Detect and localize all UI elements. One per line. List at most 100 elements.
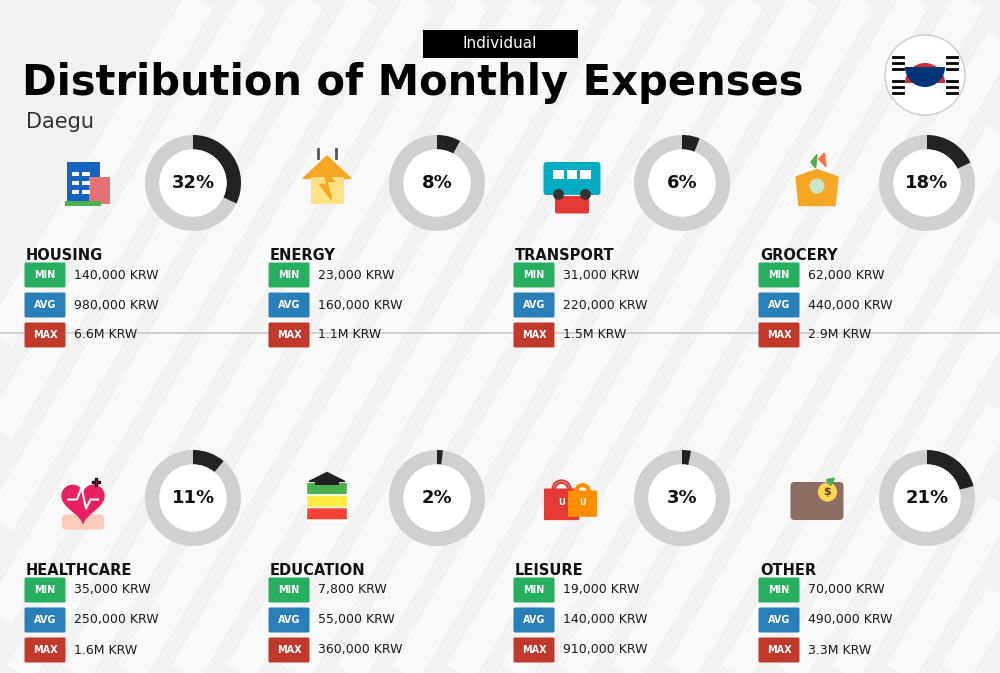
- Text: 35,000 KRW: 35,000 KRW: [74, 583, 151, 596]
- Text: 6.6M KRW: 6.6M KRW: [74, 328, 137, 341]
- Text: MIN: MIN: [278, 270, 300, 280]
- FancyBboxPatch shape: [759, 322, 800, 347]
- FancyBboxPatch shape: [268, 577, 310, 602]
- Text: 32%: 32%: [171, 174, 215, 192]
- FancyBboxPatch shape: [759, 293, 800, 318]
- Text: MIN: MIN: [34, 270, 56, 280]
- FancyBboxPatch shape: [24, 293, 66, 318]
- FancyBboxPatch shape: [544, 489, 579, 520]
- FancyBboxPatch shape: [66, 162, 100, 204]
- FancyBboxPatch shape: [567, 170, 577, 178]
- FancyBboxPatch shape: [24, 262, 66, 287]
- Text: AVG: AVG: [523, 615, 545, 625]
- Circle shape: [648, 464, 716, 532]
- Text: 360,000 KRW: 360,000 KRW: [318, 643, 402, 656]
- Text: GROCERY: GROCERY: [760, 248, 838, 263]
- Text: MIN: MIN: [34, 585, 56, 595]
- FancyBboxPatch shape: [555, 196, 589, 213]
- FancyBboxPatch shape: [514, 637, 554, 662]
- Text: 140,000 KRW: 140,000 KRW: [74, 269, 158, 281]
- Text: 2%: 2%: [422, 489, 452, 507]
- Text: MIN: MIN: [523, 270, 545, 280]
- Text: 8%: 8%: [422, 174, 452, 192]
- Wedge shape: [634, 135, 730, 231]
- FancyBboxPatch shape: [72, 190, 79, 194]
- Text: LEISURE: LEISURE: [515, 563, 584, 578]
- Text: U: U: [579, 498, 586, 507]
- Polygon shape: [62, 485, 104, 524]
- FancyBboxPatch shape: [24, 608, 66, 633]
- FancyBboxPatch shape: [82, 180, 90, 185]
- FancyBboxPatch shape: [759, 262, 800, 287]
- FancyBboxPatch shape: [553, 170, 564, 178]
- FancyBboxPatch shape: [580, 170, 591, 178]
- Text: AVG: AVG: [34, 300, 56, 310]
- FancyBboxPatch shape: [89, 177, 110, 204]
- Text: AVG: AVG: [34, 615, 56, 625]
- FancyBboxPatch shape: [95, 478, 97, 486]
- Text: MIN: MIN: [768, 270, 790, 280]
- Text: OTHER: OTHER: [760, 563, 816, 578]
- Text: 31,000 KRW: 31,000 KRW: [563, 269, 640, 281]
- Circle shape: [580, 189, 591, 200]
- FancyBboxPatch shape: [759, 577, 800, 602]
- FancyBboxPatch shape: [306, 495, 348, 507]
- FancyBboxPatch shape: [72, 180, 79, 185]
- Polygon shape: [811, 155, 817, 168]
- Text: MIN: MIN: [768, 585, 790, 595]
- FancyBboxPatch shape: [82, 190, 90, 194]
- Polygon shape: [320, 168, 334, 199]
- Circle shape: [159, 149, 227, 217]
- Circle shape: [818, 483, 837, 501]
- Text: HEALTHCARE: HEALTHCARE: [26, 563, 132, 578]
- FancyBboxPatch shape: [268, 608, 310, 633]
- FancyBboxPatch shape: [306, 483, 348, 495]
- Text: TRANSPORT: TRANSPORT: [515, 248, 615, 263]
- FancyBboxPatch shape: [306, 507, 348, 520]
- Text: 140,000 KRW: 140,000 KRW: [563, 614, 648, 627]
- Wedge shape: [927, 135, 970, 169]
- FancyBboxPatch shape: [422, 30, 578, 58]
- Wedge shape: [879, 135, 975, 231]
- Circle shape: [403, 464, 471, 532]
- Circle shape: [553, 189, 564, 200]
- Circle shape: [159, 464, 227, 532]
- Text: MAX: MAX: [522, 645, 546, 655]
- Text: 250,000 KRW: 250,000 KRW: [74, 614, 159, 627]
- FancyBboxPatch shape: [759, 608, 800, 633]
- FancyBboxPatch shape: [65, 201, 101, 205]
- Text: MAX: MAX: [33, 645, 57, 655]
- Text: 3%: 3%: [667, 489, 697, 507]
- Wedge shape: [145, 450, 241, 546]
- FancyBboxPatch shape: [310, 177, 344, 204]
- Text: 21%: 21%: [905, 489, 949, 507]
- Text: AVG: AVG: [523, 300, 545, 310]
- Text: 1.5M KRW: 1.5M KRW: [563, 328, 626, 341]
- Text: 11%: 11%: [171, 489, 215, 507]
- Text: 220,000 KRW: 220,000 KRW: [563, 299, 648, 312]
- Wedge shape: [389, 135, 485, 231]
- Text: 490,000 KRW: 490,000 KRW: [808, 614, 893, 627]
- FancyBboxPatch shape: [315, 479, 339, 485]
- Text: MAX: MAX: [33, 330, 57, 340]
- Wedge shape: [682, 135, 700, 151]
- Text: 3.3M KRW: 3.3M KRW: [808, 643, 871, 656]
- Wedge shape: [437, 450, 443, 464]
- Text: AVG: AVG: [768, 615, 790, 625]
- Text: MAX: MAX: [277, 330, 301, 340]
- Text: 980,000 KRW: 980,000 KRW: [74, 299, 159, 312]
- FancyBboxPatch shape: [268, 293, 310, 318]
- Text: 62,000 KRW: 62,000 KRW: [808, 269, 885, 281]
- FancyBboxPatch shape: [268, 262, 310, 287]
- FancyBboxPatch shape: [514, 293, 554, 318]
- Text: Distribution of Monthly Expenses: Distribution of Monthly Expenses: [22, 62, 804, 104]
- Wedge shape: [145, 135, 241, 231]
- FancyBboxPatch shape: [24, 637, 66, 662]
- Wedge shape: [927, 450, 973, 490]
- Wedge shape: [389, 450, 485, 546]
- Polygon shape: [309, 472, 345, 481]
- Text: 7,800 KRW: 7,800 KRW: [318, 583, 387, 596]
- FancyBboxPatch shape: [568, 491, 597, 517]
- Text: $: $: [824, 487, 831, 497]
- Text: AVG: AVG: [278, 615, 300, 625]
